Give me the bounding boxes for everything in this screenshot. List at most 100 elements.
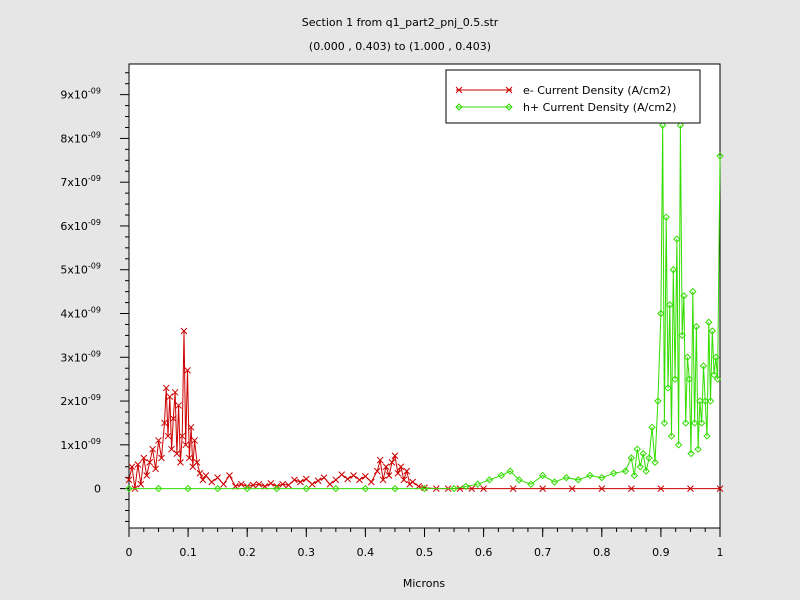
data-point xyxy=(420,484,429,493)
data-point xyxy=(302,484,311,493)
data-point xyxy=(177,458,184,466)
data-point xyxy=(505,86,513,94)
data-point xyxy=(291,476,298,484)
data-point xyxy=(676,121,685,129)
x-tick-label: 0.1 xyxy=(179,546,197,559)
data-point xyxy=(184,367,191,374)
data-point xyxy=(161,419,168,427)
data-point xyxy=(680,292,688,300)
data-point xyxy=(538,471,547,480)
data-point xyxy=(687,449,695,458)
legend-label-hole: h+ Current Density (A/cm2) xyxy=(523,101,676,114)
series-electron xyxy=(125,327,724,492)
data-point xyxy=(506,467,514,475)
data-point xyxy=(455,86,463,94)
data-point xyxy=(527,480,535,488)
data-point xyxy=(152,465,159,473)
x-tick-label: 0.4 xyxy=(357,546,375,559)
data-point xyxy=(690,419,699,427)
legend-box xyxy=(445,69,701,124)
data-point xyxy=(621,467,630,475)
data-point xyxy=(196,469,204,477)
data-point xyxy=(696,397,704,405)
data-point xyxy=(455,103,463,111)
data-point xyxy=(609,469,618,477)
data-point xyxy=(708,327,717,335)
data-point xyxy=(666,301,674,309)
series-group xyxy=(125,121,724,493)
data-point xyxy=(397,463,405,471)
data-point xyxy=(394,469,402,477)
data-point xyxy=(350,472,357,479)
data-point xyxy=(694,445,702,453)
data-point xyxy=(125,484,133,493)
data-point xyxy=(226,472,233,479)
data-point xyxy=(362,472,369,480)
data-point xyxy=(134,461,142,468)
data-point xyxy=(627,454,636,462)
data-point xyxy=(633,445,641,453)
data-point xyxy=(187,423,195,431)
data-point xyxy=(361,484,370,493)
data-point xyxy=(627,485,635,492)
data-point xyxy=(338,471,346,478)
y-tick-label: 1x10-09 xyxy=(60,437,101,452)
data-point xyxy=(214,474,222,482)
data-point xyxy=(562,473,571,482)
data-point xyxy=(158,454,165,462)
plot-area xyxy=(128,63,721,529)
x-tick-label: 0.6 xyxy=(475,546,493,559)
legend-entry-electron xyxy=(455,86,513,94)
data-point xyxy=(193,458,201,466)
data-point xyxy=(651,458,659,467)
legend-label-electron: e- Current Density (A/cm2) xyxy=(523,84,671,97)
data-point xyxy=(699,362,708,370)
data-point xyxy=(249,481,257,489)
data-point xyxy=(314,477,322,485)
series-hole xyxy=(125,121,724,493)
y-tick-label: 6x10-09 xyxy=(60,218,101,233)
data-point xyxy=(716,152,724,160)
data-point xyxy=(243,484,251,493)
data-point xyxy=(712,353,720,361)
data-point xyxy=(255,480,263,488)
data-point xyxy=(682,419,690,427)
chart-title: Section 1 from q1_part2_pnj_0.5.str xyxy=(302,16,499,29)
data-point xyxy=(326,480,334,488)
y-tick-label: 4x10-09 xyxy=(60,306,101,321)
x-tick-label: 0.2 xyxy=(238,546,256,559)
data-point xyxy=(667,432,676,440)
data-point xyxy=(630,471,639,480)
data-point xyxy=(406,480,414,488)
y-tick-label: 0 xyxy=(94,483,101,496)
data-point xyxy=(391,452,399,460)
data-point xyxy=(497,471,506,480)
data-point xyxy=(648,423,656,432)
data-point xyxy=(685,375,693,383)
data-point xyxy=(669,266,678,274)
x-tick-label: 0.8 xyxy=(593,546,611,559)
x-tick-label: 0.3 xyxy=(298,546,316,559)
data-point xyxy=(180,327,188,335)
data-point xyxy=(598,485,606,492)
data-point xyxy=(683,353,692,361)
data-point xyxy=(598,473,606,482)
data-point xyxy=(409,478,417,486)
data-point xyxy=(568,485,576,492)
data-point xyxy=(703,432,711,440)
data-point xyxy=(713,375,722,383)
data-point xyxy=(308,480,316,488)
data-point xyxy=(320,474,328,482)
data-point xyxy=(171,388,179,396)
data-point xyxy=(164,432,172,440)
data-point xyxy=(344,475,352,483)
data-point xyxy=(279,480,287,488)
data-point xyxy=(367,478,375,486)
legend-entry-hole xyxy=(455,103,513,111)
data-point xyxy=(678,331,686,340)
data-point xyxy=(710,371,718,379)
data-point xyxy=(456,485,464,492)
data-point xyxy=(208,478,216,486)
data-point xyxy=(332,484,340,493)
data-point xyxy=(385,472,393,479)
